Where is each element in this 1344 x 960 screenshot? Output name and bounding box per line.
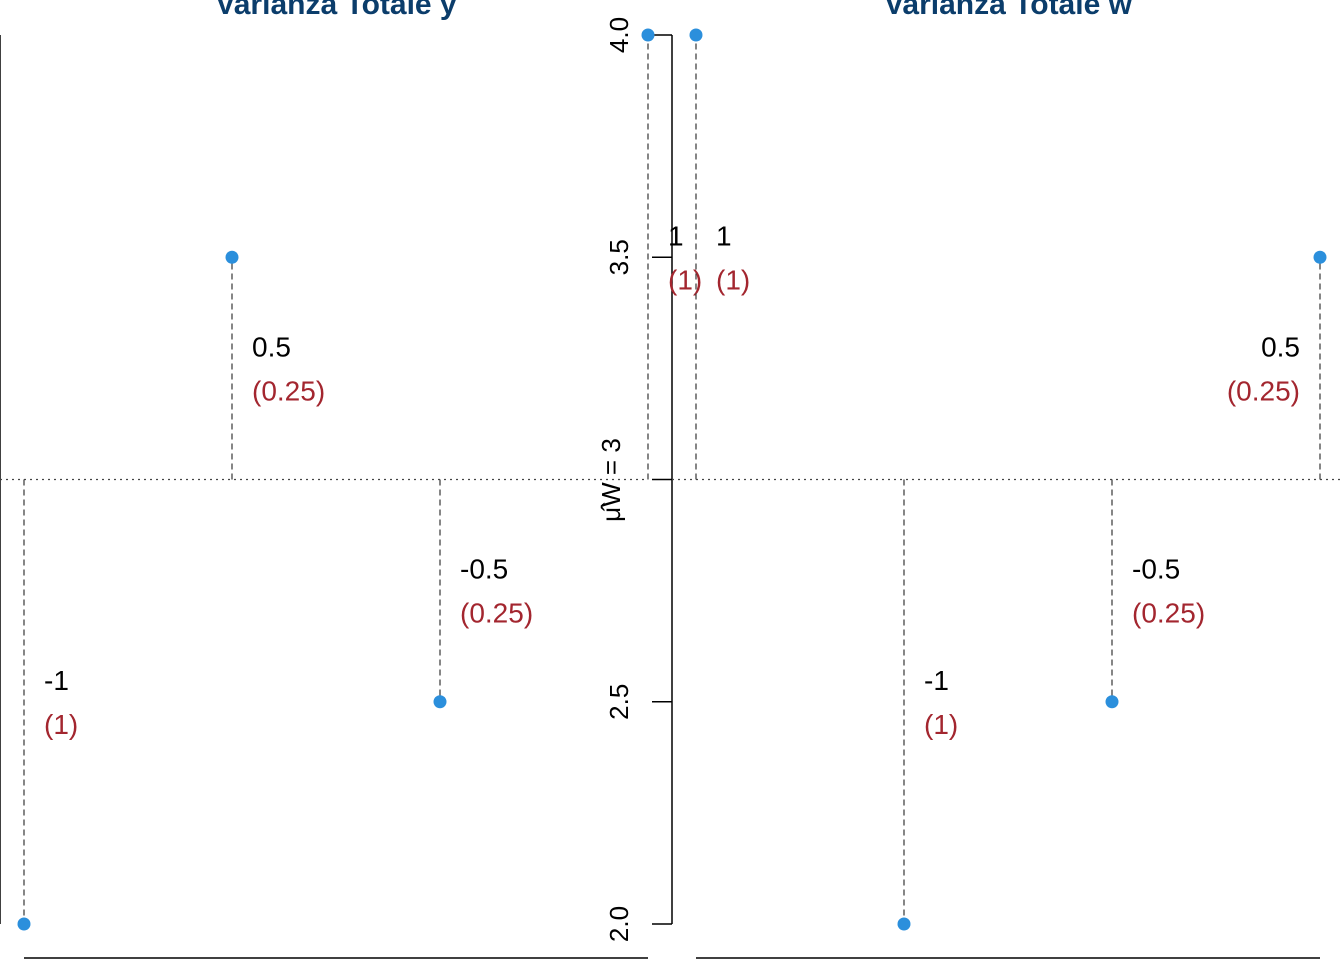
right-squared-deviation-label: (0.25) [1227, 375, 1300, 406]
left-deviation-label: 0.5 [252, 331, 291, 362]
right-squared-deviation-label: (1) [716, 264, 750, 295]
right-panel-title: Varianza Totale w [884, 0, 1133, 21]
left-data-point [641, 28, 655, 42]
left-squared-deviation-label: (1) [668, 264, 702, 295]
right-data-point [1313, 250, 1327, 264]
left-squared-deviation-label: (0.25) [460, 598, 533, 629]
right-deviation-label: 0.5 [1261, 331, 1300, 362]
left-panel: -1 (1) 0.5 (0.25) -0.5 (0.25) 1 (1) [0, 28, 702, 931]
right-squared-deviation-label: (1) [924, 709, 958, 740]
right-deviation-label: -1 [924, 665, 949, 696]
right-deviation-label: 1 [716, 220, 732, 251]
right-y-tick-label: 2.0 [604, 906, 634, 942]
left-squared-deviation-label: (1) [44, 709, 78, 740]
right-y-tick-label: 3.5 [604, 239, 634, 275]
left-data-point [433, 695, 447, 709]
right-squared-deviation-label: (0.25) [1132, 598, 1205, 629]
left-deviation-label: 1 [668, 220, 684, 251]
left-data-point [17, 917, 31, 931]
right-data-point [1105, 695, 1119, 709]
right-deviation-label: -0.5 [1132, 554, 1180, 585]
left-deviation-label: -0.5 [460, 554, 508, 585]
left-squared-deviation-label: (0.25) [252, 375, 325, 406]
right-y-tick-label: 4.0 [604, 17, 634, 53]
left-panel-title: Varianza Totale y [215, 0, 457, 21]
right-y-tick-label: 2.5 [604, 684, 634, 720]
right-data-point [689, 28, 703, 42]
right-panel: 1 (1) -1 (1) -0.5 (0.25) 0.5 (0.25) [672, 28, 1344, 931]
left-deviation-label: -1 [44, 665, 69, 696]
left-data-point [225, 250, 239, 264]
right-panel-y-ticks: 2.0 2.5 3.5 4.0 [604, 17, 672, 942]
right-data-point [897, 917, 911, 931]
